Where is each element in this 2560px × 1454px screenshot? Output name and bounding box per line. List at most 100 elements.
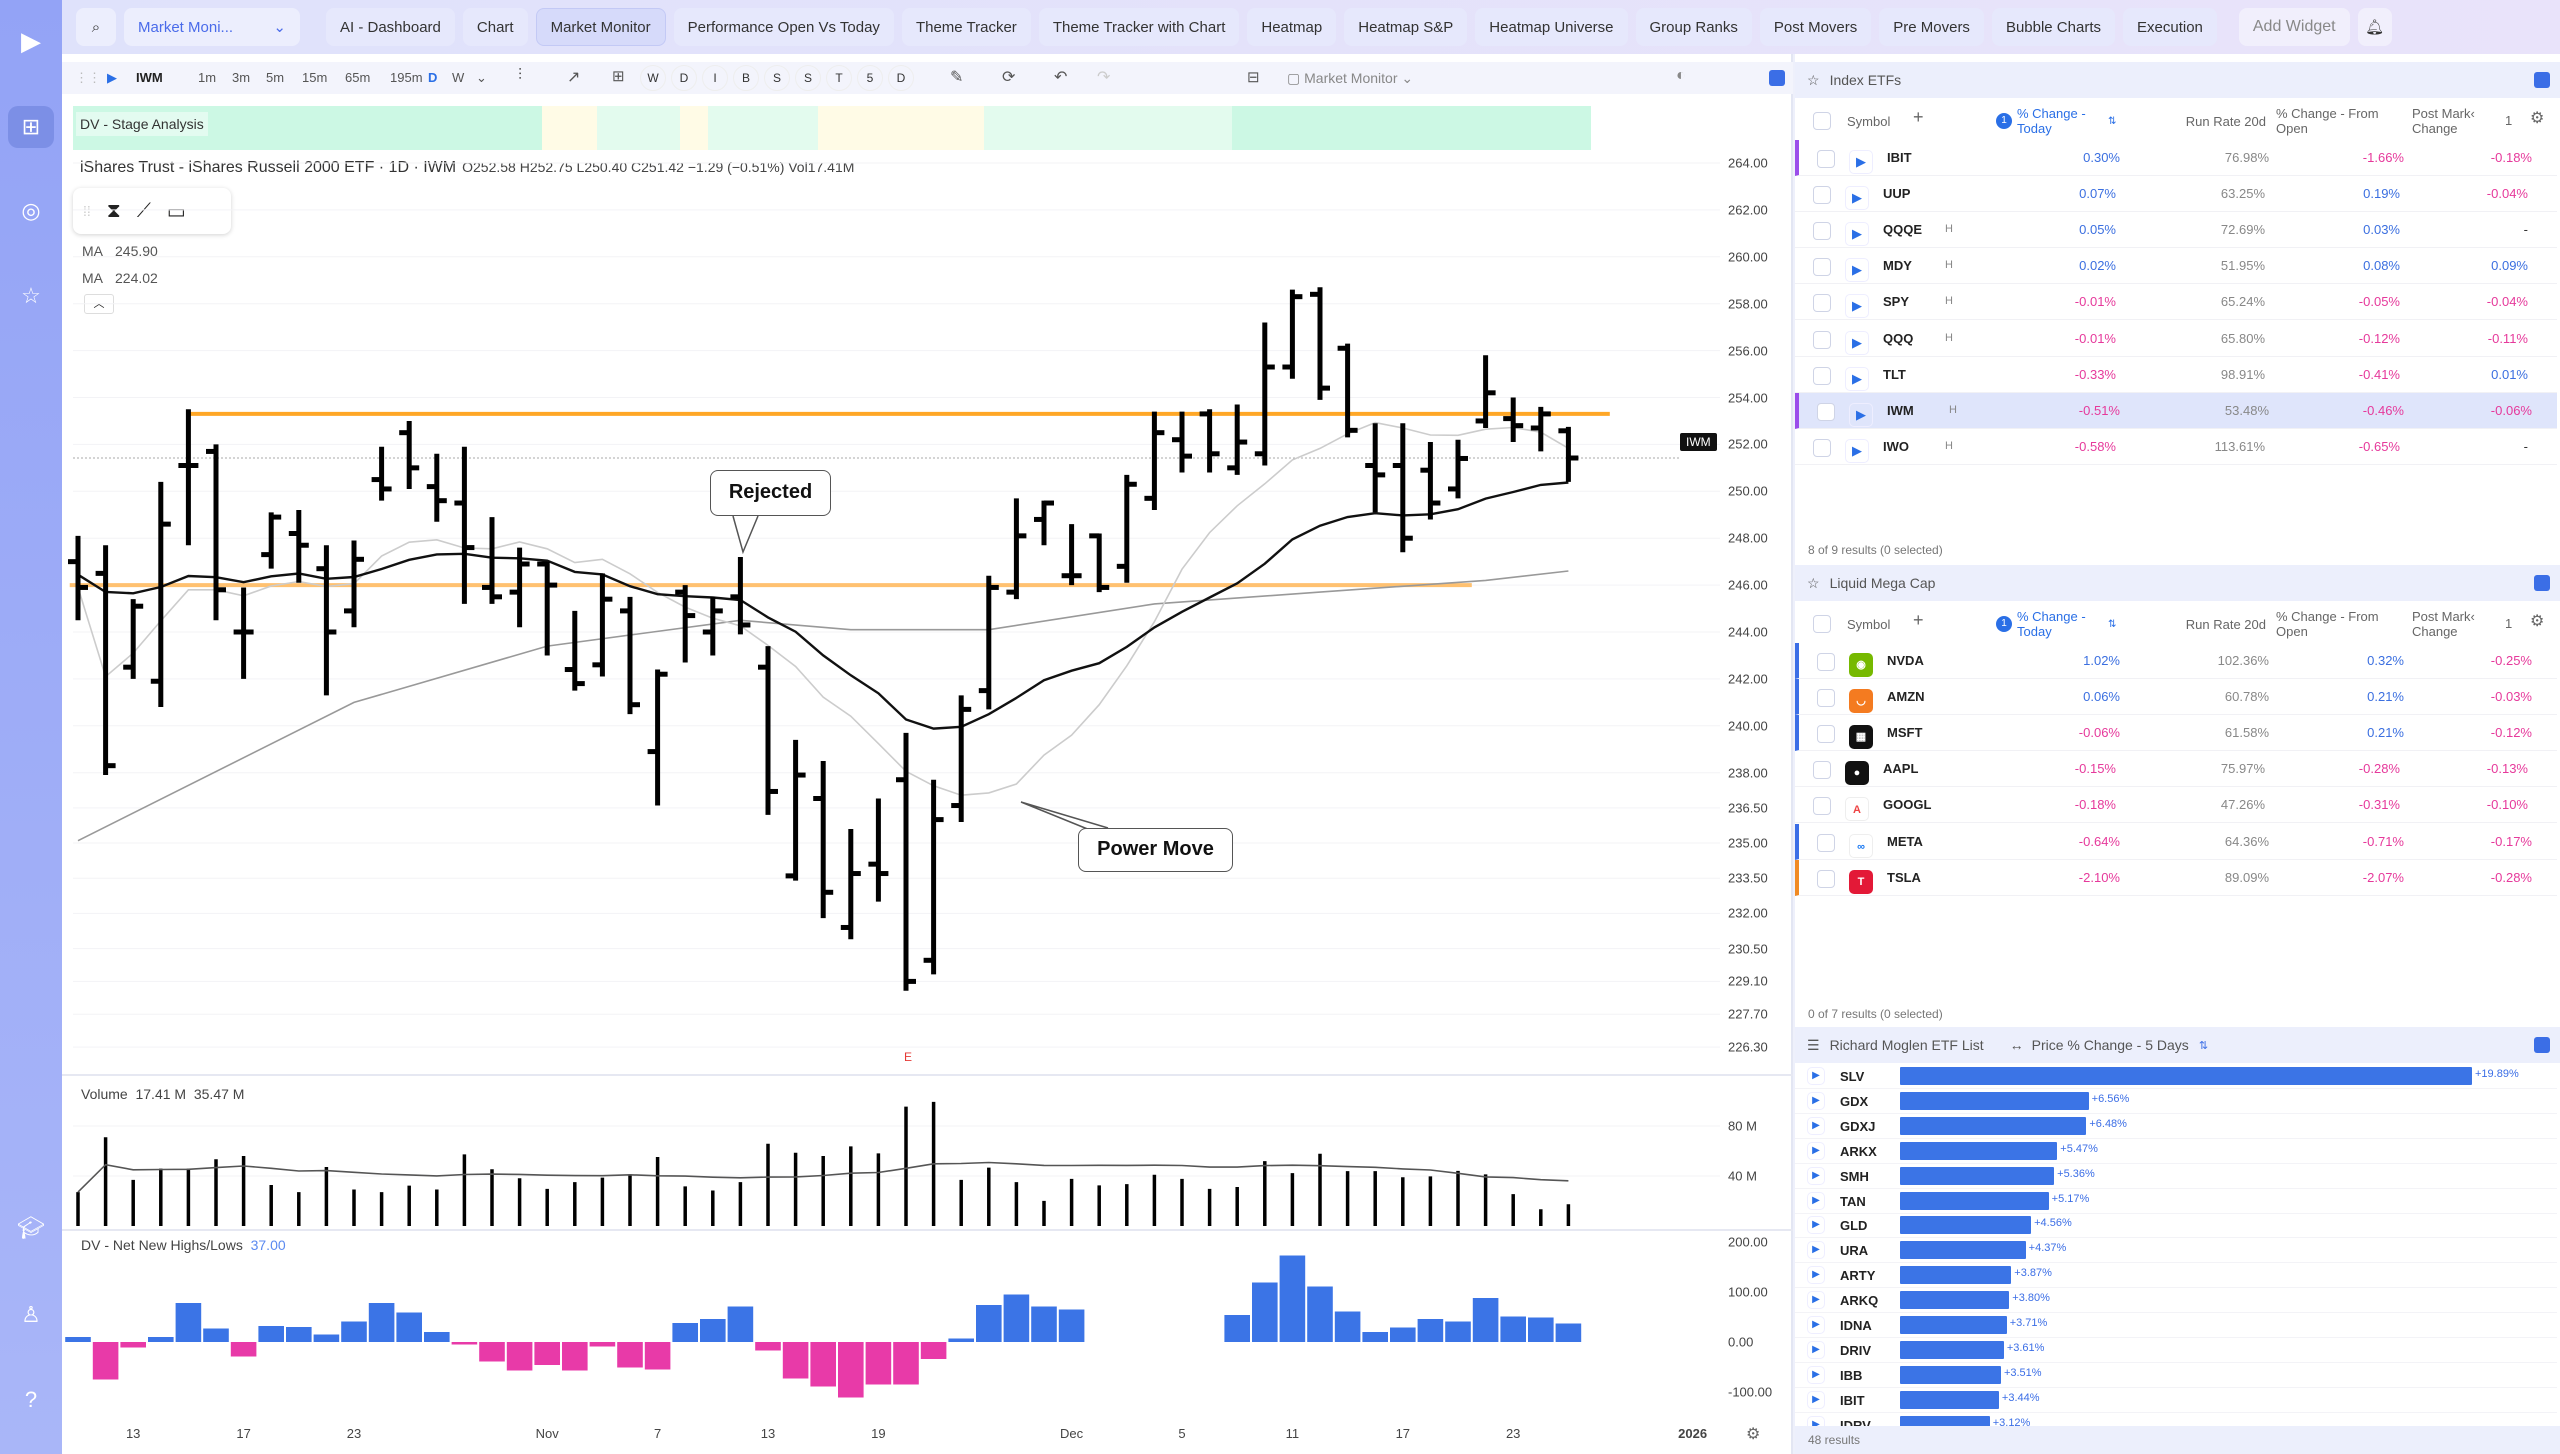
pencil-icon[interactable]: ✎ [950,69,964,86]
add-column-icon[interactable]: + [1913,107,1924,127]
play-icon[interactable]: ▶ [1849,150,1873,174]
bar-symbol[interactable]: DRIV [1840,1342,1872,1358]
redo-icon[interactable]: ↷ [1097,69,1111,86]
bar-list-row[interactable]: ▶ GDX +6.56% [1795,1089,2557,1114]
tab-heatmap-universe[interactable]: Heatmap Universe [1475,8,1628,46]
indicators-icon[interactable]: ⫶ [518,67,523,84]
table-row[interactable]: ∞ META -0.64% 64.36% -0.71% -0.17% [1795,823,2557,860]
link-color-square[interactable] [2534,575,2550,591]
trend-line-icon[interactable]: ⟋ [136,199,151,222]
play-icon[interactable]: ▶ [1807,1216,1825,1235]
tab-post-movers[interactable]: Post Movers [1759,8,1872,46]
row-checkbox[interactable] [1817,869,1835,888]
symbol-button[interactable]: IWM [136,70,163,85]
column-from-open[interactable]: % Change - From Open [2276,609,2379,639]
row-checkbox[interactable] [1813,438,1831,457]
bar-symbol[interactable]: SLV [1840,1069,1865,1084]
quick-button[interactable]: T [826,65,852,91]
play-icon[interactable]: ▶ [1807,1415,1825,1426]
table-row[interactable]: ▶ UUP 0.07% 63.25% 0.19% -0.04% [1795,176,2557,213]
table-row[interactable]: T TSLA -2.10% 89.09% -2.07% -0.28% [1795,859,2557,896]
tab-group-ranks[interactable]: Group Ranks [1635,8,1752,46]
play-icon[interactable]: ▶ [1807,1191,1825,1210]
table-row[interactable]: ▶ QQQ H -0.01% 65.80% -0.12% -0.11% [1795,321,2557,357]
star-icon[interactable]: ☆ [1807,71,1820,88]
timeframe-3m[interactable]: 3m [232,70,251,85]
quick-button[interactable]: D [888,65,914,91]
bar-list-row[interactable]: ▶ ARKX +5.47% [1795,1139,2557,1164]
tab-market-monitor[interactable]: Market Monitor [535,8,666,46]
bar-list-row[interactable]: ▶ GDXJ +6.48% [1795,1114,2557,1139]
tab-theme-tracker-with-chart[interactable]: Theme Tracker with Chart [1038,8,1240,46]
play-icon[interactable]: ▶ [1845,294,1869,319]
timeframe-65m[interactable]: 65m [345,70,371,85]
earnings-marker[interactable]: E [904,1050,913,1064]
bar-symbol[interactable]: URA [1840,1243,1869,1259]
bar-symbol[interactable]: ARKX [1840,1143,1877,1159]
row-symbol[interactable]: AAPL [1883,761,1919,777]
quick-button[interactable]: S [795,65,821,91]
tab-ai-dashboard[interactable]: AI - Dashboard [326,8,455,46]
play-icon[interactable]: ▶ [1807,1116,1825,1135]
tab-performance-open-vs-today[interactable]: Performance Open Vs Today [673,8,894,46]
column-change-today[interactable]: % Change - Today [2017,106,2086,136]
bar-symbol[interactable]: IDNA [1840,1318,1872,1333]
column-post-market[interactable]: Post Mark‹ Change [2412,609,2475,639]
timeframe-5m[interactable]: 5m [266,70,285,85]
education-icon[interactable]: 🎓︎ [17,1215,45,1240]
help-icon[interactable]: ? [24,1387,38,1412]
app-logo-icon[interactable]: ▶ [21,25,41,56]
play-icon[interactable]: ▶ [1807,1141,1825,1160]
timeframe-chevron-icon[interactable]: ⌄ [476,70,487,85]
add-widget-button[interactable]: Add Widget [2238,8,2350,46]
timeframe-1m[interactable]: 1m [198,70,217,85]
theme-icon[interactable]: ◐ [1676,67,1686,84]
timeframe-D[interactable]: D [428,70,438,85]
search-button[interactable]: ⌕ [76,8,116,46]
tab-bubble-charts[interactable]: Bubble Charts [1991,8,2115,46]
play-icon[interactable]: ▶ [1845,222,1869,247]
bar-list-row[interactable]: ▶ ARTY +3.87% [1795,1263,2557,1289]
row-symbol[interactable]: IWO [1883,438,1909,454]
layout-icon[interactable]: ⊞ [8,106,54,148]
bar-symbol[interactable]: TAN [1840,1193,1866,1209]
callout-icon[interactable]: ▭ [166,200,186,223]
layout-select[interactable]: ▢ Market Monitor ⌄ [1287,70,1414,86]
row-symbol[interactable]: AMZN [1887,689,1925,705]
quick-button[interactable]: S [764,65,790,91]
column-change-today[interactable]: % Change - Today [2017,609,2086,639]
annotation-power-move[interactable]: Power Move [1078,828,1233,872]
bar-symbol[interactable]: GLD [1840,1218,1868,1234]
play-icon[interactable]: ▶ [1807,1291,1825,1310]
table-row[interactable]: ▶ TLT -0.33% 98.91% -0.41% 0.01% [1795,357,2557,393]
star-icon[interactable]: ☆ [1807,574,1820,591]
refresh-icon[interactable]: ⟳ [1002,69,1016,86]
bar-list-row[interactable]: ▶ GLD +4.56% [1795,1213,2557,1239]
play-icon[interactable]: ▶ [1849,402,1873,427]
row-checkbox[interactable] [1817,150,1835,168]
table-row[interactable]: ▶ IWM H -0.51% 53.48% -0.46% -0.06% [1795,392,2557,429]
gear-icon[interactable]: ⚙ [2530,110,2545,127]
play-icon[interactable]: ▶ [1845,258,1869,283]
row-symbol[interactable]: GOOGL [1883,797,1932,813]
quick-button[interactable]: B [733,65,759,91]
bar-symbol[interactable]: GDX [1840,1093,1869,1109]
row-symbol[interactable]: NVDA [1887,653,1924,668]
bar-symbol[interactable]: ARKQ [1840,1293,1879,1309]
play-icon[interactable]: ▶ [1845,438,1869,463]
play-icon[interactable]: ▶ [1807,1067,1825,1085]
row-symbol[interactable]: TSLA [1887,869,1921,885]
table-row[interactable]: ▶ SPY H -0.01% 65.24% -0.05% -0.04% [1795,284,2557,321]
bar-symbol[interactable]: IBB [1840,1367,1863,1383]
bar-list-row[interactable]: ▶ TAN +5.17% [1795,1189,2557,1214]
table-row[interactable]: ▦ MSFT -0.06% 61.58% 0.21% -0.12% [1795,715,2557,752]
play-icon[interactable]: ▶ [1845,366,1869,391]
play-icon[interactable]: ▶ [1807,1241,1825,1260]
user-icon[interactable]: ♙ [21,1302,41,1327]
table-row[interactable]: ● AAPL -0.15% 75.97% -0.28% -0.13% [1795,751,2557,788]
drag-handle-icon[interactable]: ⁞⁞ [83,203,91,219]
quick-button[interactable]: 5 [857,65,883,91]
column-post-market[interactable]: Post Mark‹ Change [2412,106,2475,136]
play-icon[interactable]: ▶ [1807,1365,1825,1384]
bar-symbol[interactable]: IDRV [1840,1417,1871,1426]
